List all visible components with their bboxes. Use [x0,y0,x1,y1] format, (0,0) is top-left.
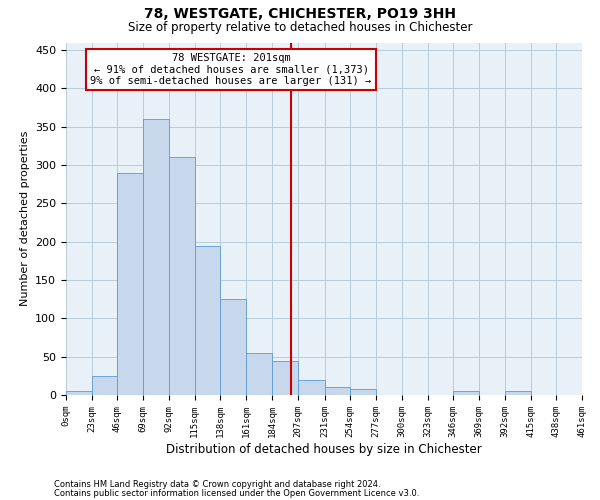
Text: 78 WESTGATE: 201sqm
← 91% of detached houses are smaller (1,373)
9% of semi-deta: 78 WESTGATE: 201sqm ← 91% of detached ho… [91,53,372,86]
Bar [118,173,143,395]
Text: Contains public sector information licensed under the Open Government Licence v3: Contains public sector information licen… [54,490,419,498]
Text: 78, WESTGATE, CHICHESTER, PO19 3HH: 78, WESTGATE, CHICHESTER, PO19 3HH [144,8,456,22]
X-axis label: Distribution of detached houses by size in Chichester: Distribution of detached houses by size … [166,442,482,456]
Bar [143,119,169,395]
Bar [298,380,325,395]
Bar [195,246,220,395]
Bar [246,353,272,395]
Text: Contains HM Land Registry data © Crown copyright and database right 2024.: Contains HM Land Registry data © Crown c… [54,480,380,489]
Bar [169,158,195,395]
Bar [220,299,246,395]
Y-axis label: Number of detached properties: Number of detached properties [20,131,29,306]
Bar [325,388,350,395]
Text: Size of property relative to detached houses in Chichester: Size of property relative to detached ho… [128,21,472,34]
Bar [505,391,530,395]
Bar [66,391,92,395]
Bar [92,376,118,395]
Bar [350,389,376,395]
Bar [453,391,479,395]
Bar [272,360,298,395]
